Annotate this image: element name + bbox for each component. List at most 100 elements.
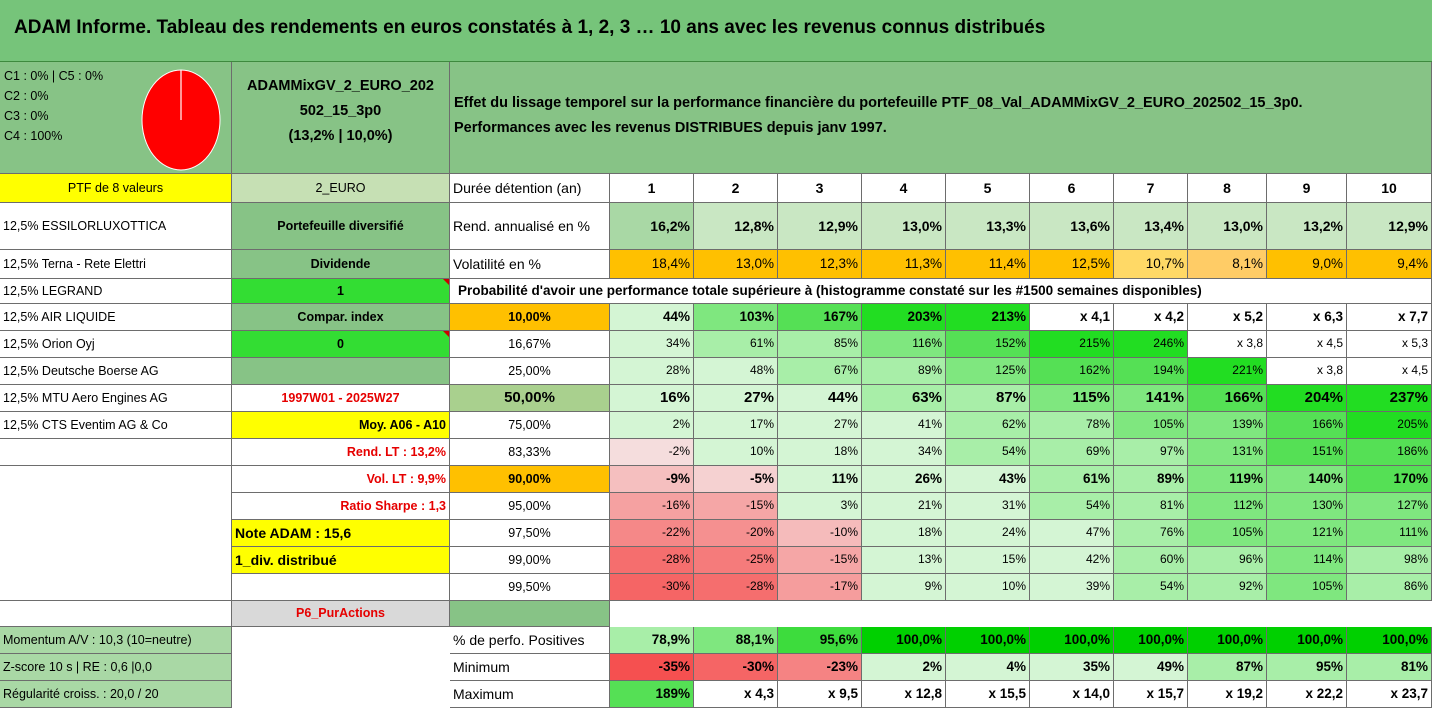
rend-7: 13,4% [1114, 203, 1188, 250]
stat-value-r0-c1: 78,9% [610, 627, 694, 654]
col-b-row-4: Compar. index [232, 304, 450, 331]
prob-value-r9-c1: -28% [610, 547, 694, 574]
prob-value-r2-c5: 125% [946, 358, 1030, 385]
col-b-row-3: 1 [232, 279, 450, 304]
rend-4: 13,0% [862, 203, 946, 250]
description-panel: Effet du lissage temporel sur la perform… [450, 62, 1432, 174]
col-b-row-14 [232, 574, 450, 601]
stat-value-r2-c4: x 12,8 [862, 681, 946, 708]
prob-value-r3-c5: 87% [946, 385, 1030, 412]
rend-10: 12,9% [1347, 203, 1432, 250]
info-line-1: C1 : 0% | C5 : 0% [4, 69, 104, 83]
rend-9: 13,2% [1267, 203, 1347, 250]
vol-2: 13,0% [694, 250, 778, 279]
prob-value-r2-c1: 28% [610, 358, 694, 385]
stat-value-r2-c5: x 15,5 [946, 681, 1030, 708]
duration-label: Durée détention (an) [450, 174, 610, 203]
prob-value-r8-c1: -22% [610, 520, 694, 547]
portfolio-name-line-2: 502_15_3p0 [299, 103, 382, 119]
prob-value-r1-c1: 34% [610, 331, 694, 358]
prob-value-r3-c3: 44% [778, 385, 862, 412]
vol-10: 9,4% [1347, 250, 1432, 279]
prob-value-r5-c4: 34% [862, 439, 946, 466]
prob-value-r7-c2: -15% [694, 493, 778, 520]
prob-value-r6-c2: -5% [694, 466, 778, 493]
rend-1: 16,2% [610, 203, 694, 250]
prob-value-r0-c8: x 5,2 [1188, 304, 1267, 331]
prob-value-r6-c4: 26% [862, 466, 946, 493]
prob-value-r9-c5: 15% [946, 547, 1030, 574]
prob-value-r9-c6: 42% [1030, 547, 1114, 574]
prob-value-r10-c8: 92% [1188, 574, 1267, 601]
prob-value-r8-c9: 121% [1267, 520, 1347, 547]
col-b-row-5: 0 [232, 331, 450, 358]
comment-marker-icon [443, 279, 449, 285]
col-a-row-14 [0, 574, 232, 601]
prob-value-r1-c9: x 4,5 [1267, 331, 1347, 358]
stat-value-r1-c9: 95% [1267, 654, 1347, 681]
stat-value-r1-c4: 2% [862, 654, 946, 681]
prob-value-r9-c7: 60% [1114, 547, 1188, 574]
prob-value-r5-c8: 131% [1188, 439, 1267, 466]
prob-value-r1-c6: 215% [1030, 331, 1114, 358]
prob-value-r2-c3: 67% [778, 358, 862, 385]
prob-value-r5-c2: 10% [694, 439, 778, 466]
prob-value-r2-c6: 162% [1030, 358, 1114, 385]
prob-value-r6-c8: 119% [1188, 466, 1267, 493]
prob-value-r0-c7: x 4,2 [1114, 304, 1188, 331]
rend-5: 13,3% [946, 203, 1030, 250]
portfolio-name-line-3: (13,2% | 10,0%) [288, 128, 393, 144]
prob-value-r1-c3: 85% [778, 331, 862, 358]
col-a-row-13 [0, 547, 232, 574]
probability-caption: Probabilité d'avoir une performance tota… [450, 279, 1432, 304]
prob-value-r8-c7: 76% [1114, 520, 1188, 547]
col-a-row-12 [0, 520, 232, 547]
col-a-row-1: 12,5% ESSILORLUXOTTICA [0, 203, 232, 250]
prob-value-r9-c3: -15% [778, 547, 862, 574]
col-b-row-6 [232, 358, 450, 385]
prob-label-6: 90,00% [450, 466, 610, 493]
prob-value-r0-c9: x 6,3 [1267, 304, 1347, 331]
prob-value-r10-c5: 10% [946, 574, 1030, 601]
prob-value-r3-c9: 204% [1267, 385, 1347, 412]
prob-value-r3-c6: 115% [1030, 385, 1114, 412]
description-line-1: Effet du lissage temporel sur la perform… [454, 95, 1303, 111]
vol-7: 10,7% [1114, 250, 1188, 279]
vol-4: 11,3% [862, 250, 946, 279]
prob-value-r4-c4: 41% [862, 412, 946, 439]
duration-1: 1 [610, 174, 694, 203]
stat-label-1: Minimum [450, 654, 610, 681]
stat-value-r0-c5: 100,0% [946, 627, 1030, 654]
duration-10: 10 [1347, 174, 1432, 203]
col-b-row-9: Rend. LT : 13,2% [232, 439, 450, 466]
prob-value-r0-c3: 167% [778, 304, 862, 331]
prob-value-r6-c10: 170% [1347, 466, 1432, 493]
stat-value-r2-c2: x 4,3 [694, 681, 778, 708]
prob-value-r4-c5: 62% [946, 412, 1030, 439]
duration-7: 7 [1114, 174, 1188, 203]
col-a-row-4: 12,5% AIR LIQUIDE [0, 304, 232, 331]
prob-value-r7-c8: 112% [1188, 493, 1267, 520]
prob-value-r10-c4: 9% [862, 574, 946, 601]
stat-value-r0-c2: 88,1% [694, 627, 778, 654]
vol-9: 9,0% [1267, 250, 1347, 279]
stat-value-r1-c3: -23% [778, 654, 862, 681]
prob-label-1: 16,67% [450, 331, 610, 358]
prob-label-0: 10,00% [450, 304, 610, 331]
prob-value-r4-c3: 27% [778, 412, 862, 439]
prob-value-r2-c8: 221% [1188, 358, 1267, 385]
duration-6: 6 [1030, 174, 1114, 203]
info-line-4: C4 : 100% [4, 129, 63, 143]
stat-value-r2-c9: x 22,2 [1267, 681, 1347, 708]
prob-value-r2-c9: x 3,8 [1267, 358, 1347, 385]
stat-value-r0-c4: 100,0% [862, 627, 946, 654]
col-a-row-10 [0, 466, 232, 493]
col-a-row-3: 12,5% LEGRAND [0, 279, 232, 304]
col-b-row-12: Note ADAM : 15,6 [232, 520, 450, 547]
prob-value-r6-c1: -9% [610, 466, 694, 493]
vol-1: 18,4% [610, 250, 694, 279]
prob-value-r9-c8: 96% [1188, 547, 1267, 574]
stat-value-r2-c8: x 19,2 [1188, 681, 1267, 708]
prob-value-r7-c5: 31% [946, 493, 1030, 520]
prob-value-r10-c2: -28% [694, 574, 778, 601]
